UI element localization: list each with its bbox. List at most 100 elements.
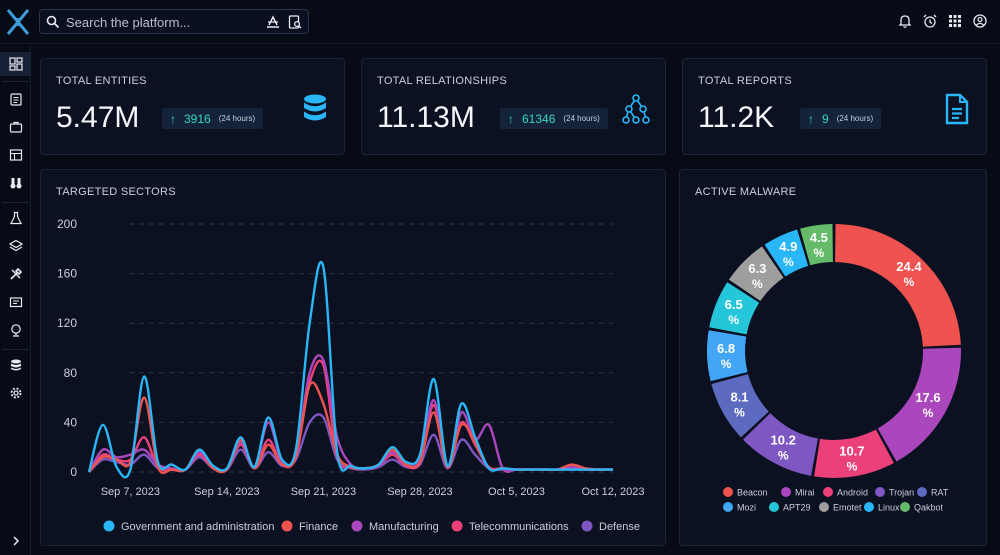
sidebar-item-observations[interactable] [0, 171, 31, 195]
legend-swatch [917, 487, 927, 497]
legend-item[interactable]: Qakbot [900, 502, 944, 513]
slice-android[interactable] [814, 429, 894, 478]
sidebar-item-threats[interactable] [0, 206, 31, 230]
search-bar[interactable]: Search the platform... [39, 9, 309, 34]
series-line-telecommunications[interactable] [88, 359, 613, 473]
legend-item[interactable]: Finance [281, 520, 339, 534]
slice-value-label: 6.5 [725, 297, 743, 312]
search-input[interactable]: Search the platform... [66, 15, 191, 30]
sidebar-item-arsenal[interactable] [0, 234, 31, 258]
card-total-reports: TOTAL REPORTS 11.2K ↑ 9 (24 hours) [682, 58, 987, 155]
sidebar-item-settings[interactable] [0, 381, 31, 405]
slice-percent-label: % [734, 405, 745, 419]
sidebar-item-entities[interactable] [0, 290, 31, 314]
delta-badge: ↑ 61346 (24 hours) [500, 108, 608, 129]
slice-percent-label: % [778, 448, 789, 462]
gear-icon [10, 387, 21, 399]
legend-label: Mozi [737, 503, 756, 513]
slice-mozi[interactable] [707, 330, 748, 382]
search-icon [46, 15, 60, 29]
sidebar-item-cases[interactable] [0, 115, 31, 139]
slice-rat[interactable] [711, 374, 769, 438]
legend-swatch [581, 520, 593, 532]
sidebar-item-dashboard[interactable] [0, 52, 31, 76]
flask-icon [9, 211, 22, 225]
legend-label: Qakbot [914, 503, 944, 513]
slice-mirai[interactable] [877, 347, 961, 462]
legend-item[interactable]: Defense [581, 520, 640, 534]
slice-percent-label: % [923, 406, 934, 420]
legend-item[interactable]: RAT [917, 487, 949, 498]
graph-relationships-icon [622, 94, 650, 124]
bulk-search-icon[interactable] [265, 14, 281, 30]
apps-grid-icon[interactable] [947, 13, 963, 29]
delta-badge: ↑ 9 (24 hours) [800, 108, 882, 129]
x-tick-label: Oct 12, 2023 [582, 486, 645, 498]
slice-percent-label: % [783, 255, 794, 269]
legend-item[interactable]: APT29 [769, 502, 811, 513]
slice-value-label: 10.7 [839, 444, 864, 459]
legend-item[interactable]: Telecommunications [451, 520, 570, 534]
card-active-malware: ACTIVE MALWARE 24.4% 17.6% 10.7% 10.2% 8.1% 6… [679, 169, 987, 546]
legend-label: APT29 [783, 503, 811, 513]
legend-swatch [900, 502, 910, 512]
sidebar-item-analyses[interactable] [0, 87, 31, 111]
legend-swatch [281, 520, 293, 532]
database-icon [304, 94, 326, 121]
legend-item[interactable]: Government and administration [103, 520, 275, 534]
slice-percent-label: % [752, 277, 763, 291]
legend-label: Finance [299, 521, 338, 533]
slice-percent-label: % [813, 246, 824, 260]
card-value: 5.47M [56, 101, 140, 134]
legend-item[interactable]: Linux [864, 502, 900, 513]
legend-swatch [819, 502, 829, 512]
sidebar-item-events[interactable] [0, 143, 31, 167]
slice-value-label: 6.8 [717, 341, 735, 356]
legend-item[interactable]: Manufacturing [351, 520, 439, 534]
dashboard-icon [8, 57, 23, 71]
sidebar-item-locations[interactable] [0, 318, 31, 342]
sidebar [0, 45, 31, 555]
user-account-icon[interactable] [972, 13, 988, 29]
chart-title: TARGETED SECTORS [56, 186, 176, 198]
card-title: TOTAL ENTITIES [56, 75, 147, 87]
slice-linux[interactable] [764, 229, 809, 277]
y-tick-label: 160 [57, 267, 77, 281]
legend-label: RAT [931, 488, 949, 498]
app-logo-icon[interactable] [6, 8, 30, 36]
series-line-finance[interactable] [88, 381, 614, 475]
y-tick-label: 0 [70, 465, 77, 479]
sidebar-item-techniques[interactable] [0, 262, 31, 286]
legend-swatch [723, 502, 733, 512]
x-tick-label: Oct 5, 2023 [488, 486, 545, 498]
slice-value-label: 24.4 [896, 259, 922, 274]
file-search-icon[interactable] [287, 14, 303, 30]
slice-value-label: 6.3 [748, 261, 766, 276]
x-tick-label: Sep 21, 2023 [291, 486, 356, 498]
legend-item[interactable]: Beacon [723, 487, 768, 498]
delta-badge: ↑ 3916 (24 hours) [162, 108, 264, 129]
slice-trojan[interactable] [743, 413, 818, 476]
slice-apt29[interactable] [709, 282, 760, 335]
alarm-clock-icon[interactable] [922, 13, 938, 29]
sidebar-item-data[interactable] [0, 353, 31, 377]
arrow-up-icon: ↑ [808, 111, 814, 126]
legend-item[interactable]: Android [823, 487, 868, 498]
legend-item[interactable]: Trojan [875, 487, 914, 498]
slice-emotet[interactable] [728, 246, 784, 302]
x-tick-label: Sep 7, 2023 [101, 486, 160, 498]
slice-percent-label: % [728, 313, 739, 327]
legend-item[interactable]: Mirai [781, 487, 815, 498]
notifications-bell-icon[interactable] [897, 13, 913, 29]
events-table-icon [9, 149, 22, 161]
card-targeted-sectors: TARGETED SECTORS 0 40 80 120 160 200 Sep 7, 20… [40, 169, 666, 546]
legend-item[interactable]: Emotet [819, 502, 862, 513]
slice-beacon[interactable] [835, 224, 961, 347]
slice-qakbot[interactable] [800, 224, 833, 266]
card-value: 11.13M [377, 101, 475, 134]
sidebar-expand-button[interactable] [0, 529, 31, 553]
series-line-government-and-administration[interactable] [87, 260, 613, 479]
legend-label: Linux [878, 503, 900, 513]
legend-item[interactable]: Mozi [723, 502, 756, 513]
delta-value: 3916 [184, 111, 211, 126]
